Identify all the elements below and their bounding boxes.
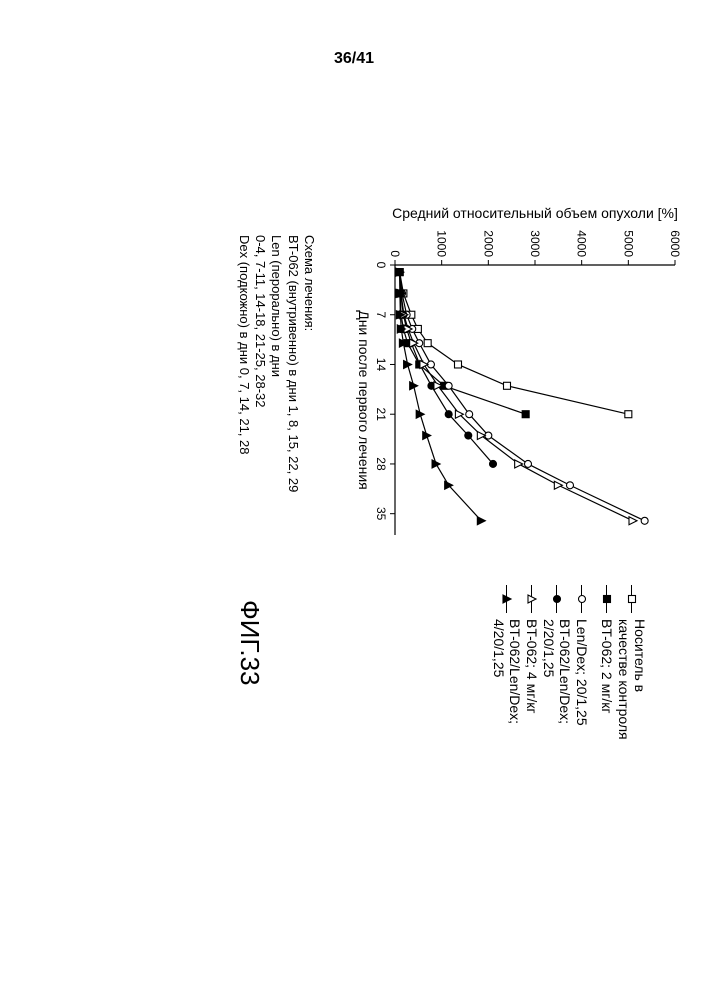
legend-label: BT-062/Len/Dex; 2/20/1,25 [542, 619, 574, 740]
legend-marker [501, 585, 515, 613]
treatment-schedule: Схема лечения: BT-062 (внутривенно) в дн… [236, 235, 317, 492]
legend-item: Len/Dex; 20/1,25 [570, 585, 595, 740]
legend-label: Len/Dex; 20/1,25 [575, 619, 591, 726]
svg-text:4000: 4000 [575, 230, 589, 257]
legend-marker [626, 585, 640, 613]
legend-item: BT-062/Len/Dex; 4/20/1,25 [495, 585, 520, 740]
legend-item: Носитель в качестве контроля [620, 585, 645, 740]
schedule-line: 0-4, 7-11, 14-18, 21-25, 28-32 [252, 235, 268, 492]
chart-legend: Носитель в качестве контроляBT-062; 2 мг… [495, 585, 645, 740]
legend-label: BT-062; 4 мг/кг [525, 619, 541, 713]
figure-container: 0 1000 2000 3000 4000 5000 6000 0 7 14 21 28 35 Дни п… [65, 200, 695, 740]
svg-text:Средний относительный объем оп: Средний относительный объем опухоли [%] [392, 205, 678, 221]
legend-marker [551, 585, 565, 613]
legend-marker [576, 585, 590, 613]
legend-label: BT-062; 2 мг/кг [600, 619, 616, 713]
svg-text:6000: 6000 [668, 230, 682, 257]
svg-text:1000: 1000 [435, 230, 449, 257]
legend-marker [526, 585, 540, 613]
figure-label: ФИГ.33 [234, 600, 265, 686]
svg-text:5000: 5000 [621, 230, 635, 257]
schedule-line: BT-062 (внутривенно) в дни 1, 8, 15, 22,… [285, 235, 301, 492]
svg-text:Дни после первого лечения: Дни после первого лечения [356, 310, 372, 490]
line-chart: 0 1000 2000 3000 4000 5000 6000 0 7 14 21 28 35 Дни п… [355, 200, 695, 560]
svg-text:35: 35 [374, 507, 388, 521]
svg-text:2000: 2000 [481, 230, 495, 257]
svg-text:14: 14 [374, 358, 388, 372]
legend-marker [601, 585, 615, 613]
svg-text:21: 21 [374, 408, 388, 422]
svg-text:0: 0 [374, 262, 388, 269]
page-number: 36/41 [334, 50, 374, 68]
legend-label: BT-062/Len/Dex; 4/20/1,25 [492, 619, 524, 740]
svg-text:3000: 3000 [528, 230, 542, 257]
svg-text:28: 28 [374, 457, 388, 471]
legend-label: Носитель в качестве контроля [617, 619, 649, 740]
schedule-title: Схема лечения: [301, 235, 317, 492]
svg-text:0: 0 [388, 250, 402, 257]
legend-item: BT-062/Len/Dex; 2/20/1,25 [545, 585, 570, 740]
schedule-line: Len (перорально) в дни [268, 235, 284, 492]
svg-text:7: 7 [374, 311, 388, 318]
schedule-line: Dex (подкожно) в дни 0, 7, 14, 21, 28 [236, 235, 252, 492]
